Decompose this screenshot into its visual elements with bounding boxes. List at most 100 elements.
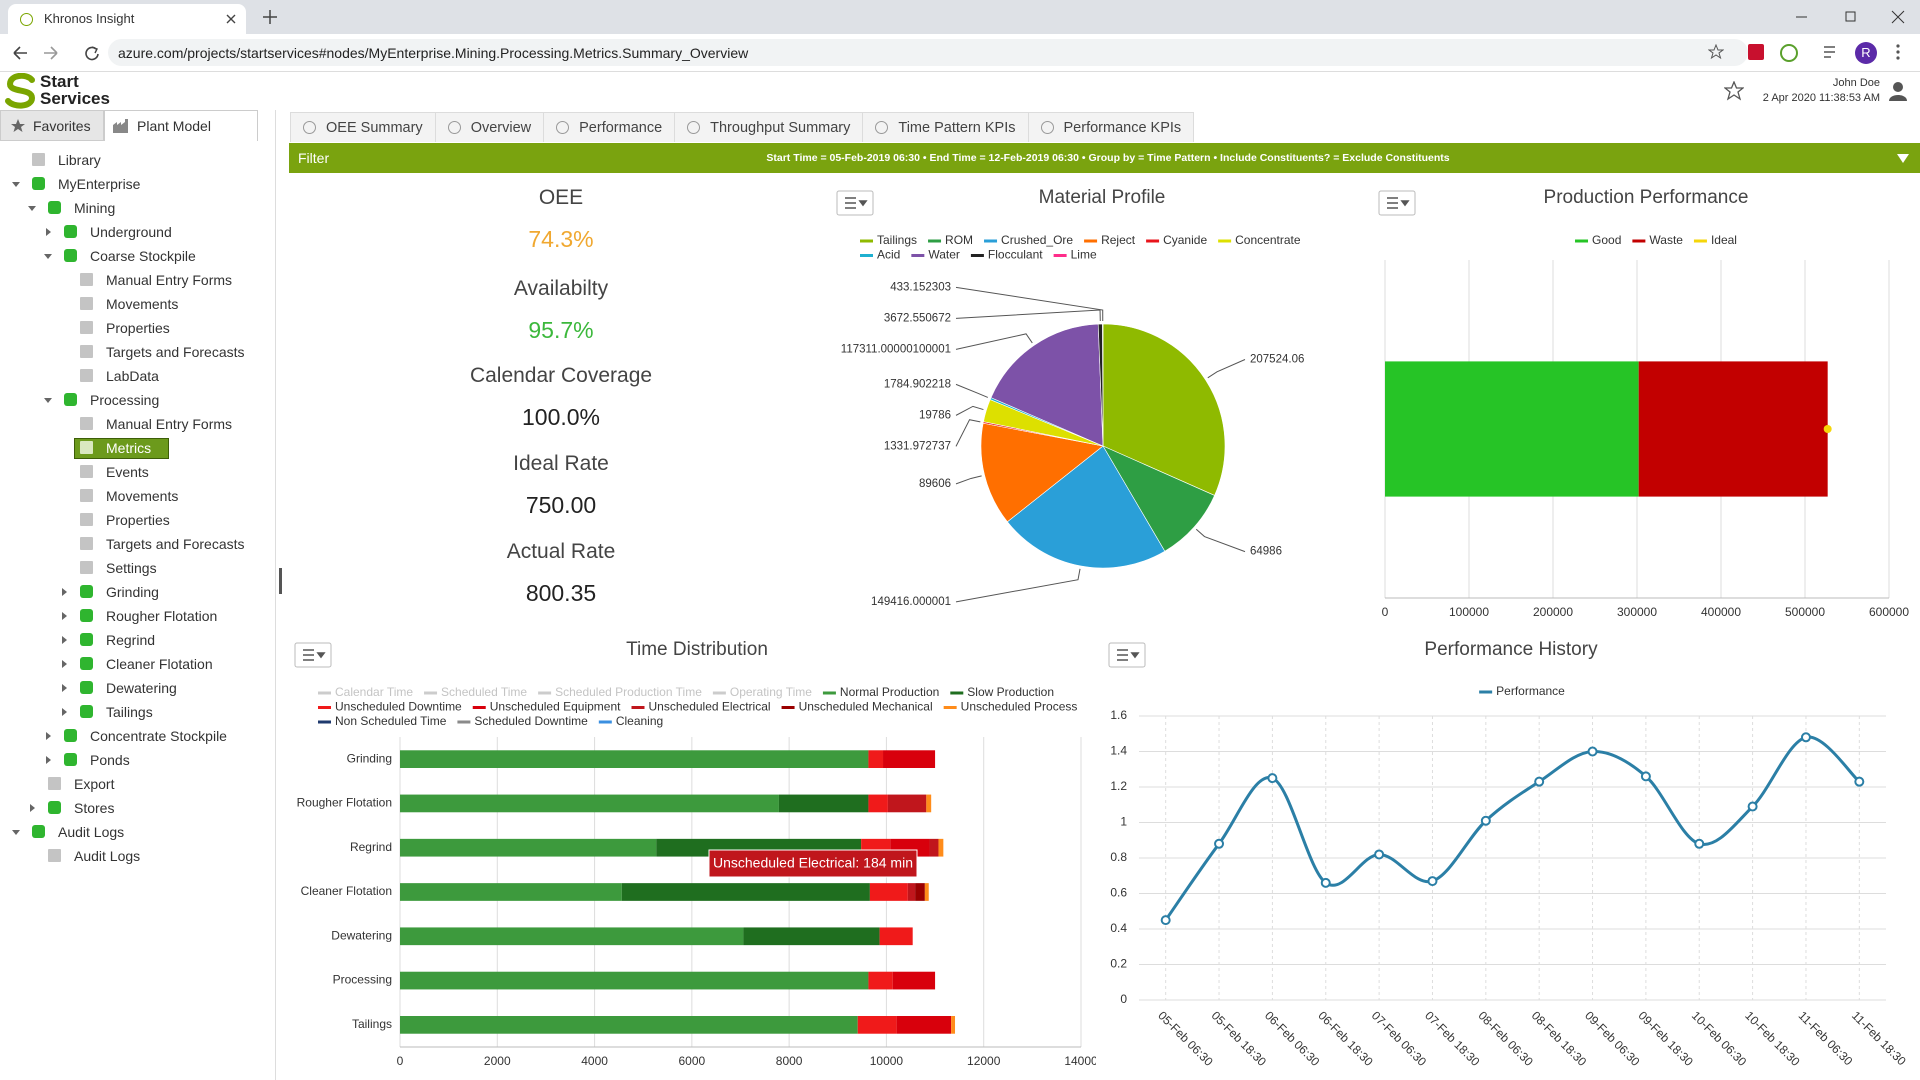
filter-toggle[interactable] [1897, 154, 1909, 163]
legend-item[interactable]: Calendar Time [318, 685, 413, 699]
tree-node[interactable]: Targets and Forecasts [0, 532, 272, 556]
tree-node[interactable]: Metrics [0, 436, 272, 460]
view-tab[interactable]: Throughput Summary [674, 112, 864, 142]
tree-node[interactable]: Manual Entry Forms [0, 268, 272, 292]
tree-node[interactable]: Properties [0, 316, 272, 340]
legend-item[interactable]: Scheduled Downtime [457, 714, 588, 728]
browser-tab[interactable]: Khronos Insight [8, 4, 246, 34]
filter-bar[interactable]: Filter Start Time = 05-Feb-2019 06:30 • … [289, 143, 1920, 173]
tree-node[interactable]: Properties [0, 508, 272, 532]
chart-menu[interactable] [1378, 190, 1416, 216]
expander[interactable] [62, 636, 67, 644]
expander[interactable] [46, 756, 51, 764]
tree-node[interactable]: Cleaner Flotation [0, 652, 272, 676]
new-tab[interactable] [263, 10, 277, 24]
legend-item[interactable]: Reject [1084, 233, 1136, 247]
favorite-star[interactable] [1724, 81, 1744, 101]
tree-node[interactable]: Audit Logs [0, 844, 272, 868]
sidebar-tab[interactable]: Favorites [0, 110, 104, 141]
expander[interactable] [62, 660, 67, 668]
legend-item[interactable]: Operating Time [712, 685, 812, 699]
legend-item[interactable]: Cleaning [598, 714, 663, 728]
tree-node[interactable]: Ponds [0, 748, 272, 772]
sidebar-tab[interactable]: Plant Model [104, 110, 258, 141]
legend-item[interactable]: Unscheduled Electrical [631, 700, 771, 714]
tree-node[interactable]: Dewatering [0, 676, 272, 700]
legend-item[interactable]: Lime [1053, 248, 1097, 262]
expander[interactable] [28, 206, 36, 211]
expander[interactable] [12, 830, 20, 835]
legend-item[interactable]: Flocculant [970, 248, 1043, 262]
tree-node[interactable]: Regrind [0, 628, 272, 652]
legend-item[interactable]: Good [1575, 233, 1621, 247]
tree-node[interactable]: Events [0, 460, 272, 484]
expander[interactable] [46, 732, 51, 740]
tree-node[interactable]: Audit Logs [0, 820, 272, 844]
expander[interactable] [44, 398, 52, 403]
menu-dots[interactable] [1895, 44, 1901, 60]
extension-icon[interactable] [1780, 44, 1798, 62]
legend-item[interactable]: Scheduled Time [424, 685, 527, 699]
legend-item[interactable]: Scheduled Production Time [538, 685, 702, 699]
chart-menu[interactable] [836, 190, 874, 216]
expander[interactable] [12, 182, 20, 187]
expander[interactable] [62, 588, 67, 596]
chart-menu[interactable] [294, 642, 332, 668]
tree-node[interactable]: LabData [0, 364, 272, 388]
tab-close[interactable] [226, 14, 236, 24]
legend-item[interactable]: Performance [1479, 684, 1565, 698]
legend-item[interactable]: Cyanide [1146, 233, 1207, 247]
media-icon[interactable] [1824, 45, 1840, 59]
tree-node[interactable]: Coarse Stockpile [0, 244, 272, 268]
tree-node[interactable]: Library [0, 148, 272, 172]
expander[interactable] [30, 804, 35, 812]
tree-node[interactable]: Movements [0, 484, 272, 508]
tree-node[interactable]: Targets and Forecasts [0, 340, 272, 364]
view-tab[interactable]: Performance [543, 112, 676, 142]
tree-node[interactable]: Tailings [0, 700, 272, 724]
tree-node[interactable]: Grinding [0, 580, 272, 604]
legend-item[interactable]: Ideal [1693, 233, 1737, 247]
tree-node[interactable]: Manual Entry Forms [0, 412, 272, 436]
splitter-handle[interactable] [279, 568, 282, 594]
expander[interactable] [62, 708, 67, 716]
tree-node[interactable]: Concentrate Stockpile [0, 724, 272, 748]
expander[interactable] [62, 612, 67, 620]
tree-node[interactable]: Underground [0, 220, 272, 244]
tree-node[interactable]: Mining [0, 196, 272, 220]
tree-node[interactable]: MyEnterprise [0, 172, 272, 196]
expander[interactable] [46, 228, 51, 236]
legend-item[interactable]: Crushed_Ore [984, 233, 1073, 247]
legend-item[interactable]: Waste [1632, 233, 1683, 247]
tree-node[interactable]: Rougher Flotation [0, 604, 272, 628]
legend-item[interactable]: Tailings [860, 233, 917, 247]
expander[interactable] [62, 684, 67, 692]
tree-node[interactable]: Settings [0, 556, 272, 580]
legend-item[interactable]: Unscheduled Process [943, 700, 1078, 714]
tree-node[interactable]: Export [0, 772, 272, 796]
view-tab[interactable]: Performance KPIs [1027, 112, 1195, 142]
bookmark-star[interactable] [1708, 44, 1724, 60]
tree-node[interactable]: Movements [0, 292, 272, 316]
legend-item[interactable]: Unscheduled Downtime [318, 700, 462, 714]
tree-node[interactable]: Stores [0, 796, 272, 820]
view-tab[interactable]: OEE Summary [290, 112, 436, 142]
legend-item[interactable]: ROM [928, 233, 973, 247]
omnibox[interactable]: azure.com/projects/startservices#nodes/M… [108, 39, 1748, 66]
tree-node[interactable]: Processing [0, 388, 272, 412]
legend-item[interactable]: Non Scheduled Time [318, 714, 447, 728]
legend-item[interactable]: Slow Production [950, 685, 1054, 699]
chart-menu[interactable] [1108, 642, 1146, 668]
legend-item[interactable]: Normal Production [822, 685, 939, 699]
expander[interactable] [44, 254, 52, 259]
legend-item[interactable]: Acid [860, 248, 900, 262]
view-tab[interactable]: Time Pattern KPIs [862, 112, 1029, 142]
nav-buttons[interactable] [12, 45, 102, 61]
view-tab[interactable]: Overview [434, 112, 545, 142]
legend-item[interactable]: Concentrate [1218, 233, 1301, 247]
user-icon[interactable] [1889, 81, 1907, 101]
window-controls[interactable] [1796, 10, 1906, 24]
legend-item[interactable]: Water [911, 248, 960, 262]
profile-avatar[interactable]: R [1855, 42, 1877, 64]
legend-item[interactable]: Unscheduled Equipment [472, 700, 621, 714]
